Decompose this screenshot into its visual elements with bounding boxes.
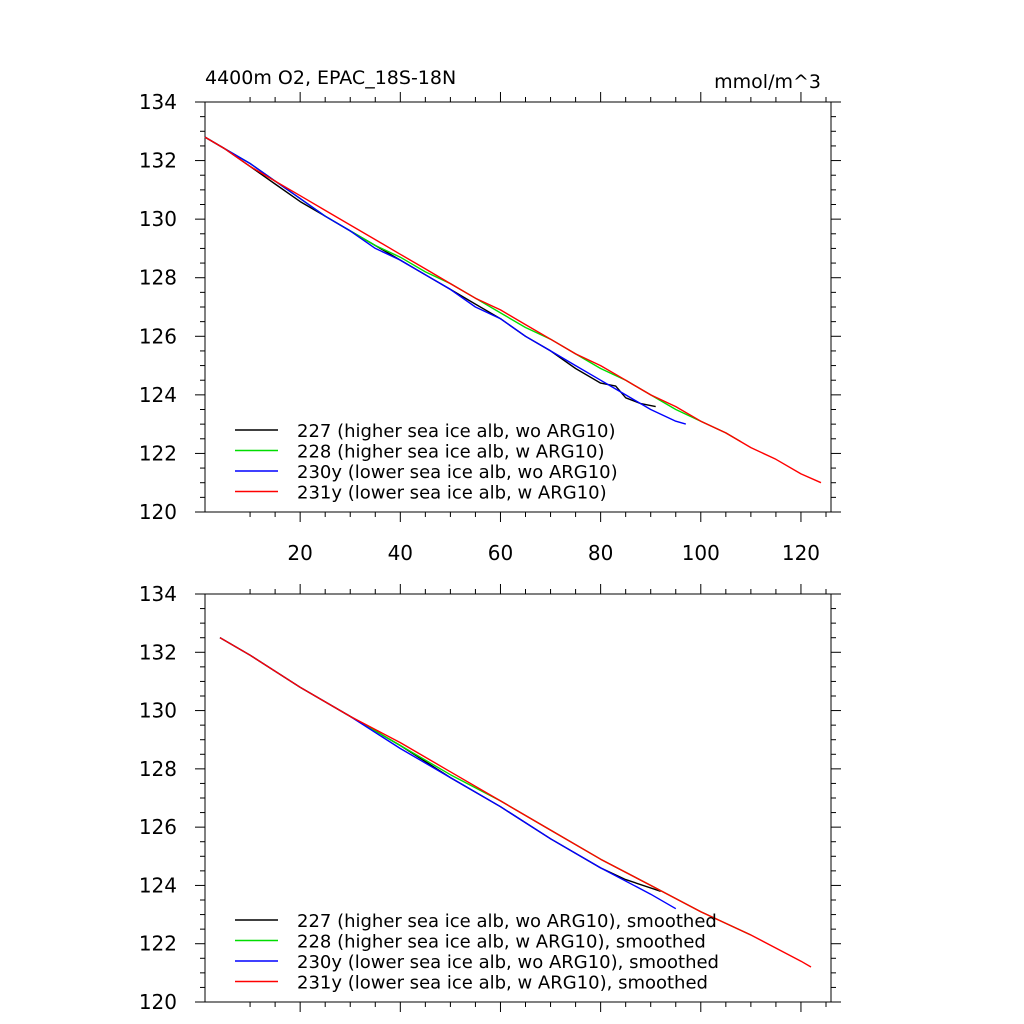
unit-label: mmol/m^3 — [714, 71, 821, 93]
y-tick-label: 122 — [139, 441, 177, 465]
y-tick-label: 124 — [139, 873, 177, 897]
y-tick-label: 120 — [139, 990, 177, 1014]
y-tick-label: 128 — [139, 757, 177, 781]
y-tick-label: 130 — [139, 699, 177, 723]
y-tick-label: 128 — [139, 266, 177, 290]
y-tick-label: 120 — [139, 500, 177, 524]
y-tick-label: 130 — [139, 207, 177, 231]
legend-label: 228 (higher sea ice alb, w ARG10) — [297, 442, 604, 463]
legend: 227 (higher sea ice alb, wo ARG10)228 (h… — [235, 421, 618, 504]
y-tick-label: 122 — [139, 932, 177, 956]
chart-panel-2: 120 122 124 126 128 130 132 134 227 (higher sea … — [139, 582, 841, 1014]
legend-label: 231y (lower sea ice alb, w ARG10), smoot… — [297, 973, 708, 994]
y-tick-label: 132 — [139, 640, 177, 664]
x-tick-label: 80 — [588, 541, 613, 565]
x-tick-label: 100 — [682, 541, 720, 565]
series-line-2 — [219, 637, 752, 936]
y-tick-label: 132 — [139, 149, 177, 173]
chart-title: 4400m O2, EPAC_18S-18N — [205, 67, 456, 89]
legend-label: 227 (higher sea ice alb, wo ARG10), smoo… — [297, 911, 717, 932]
series-line-1 — [219, 637, 661, 892]
series-line-3 — [204, 136, 686, 425]
legend-label: 231y (lower sea ice alb, w ARG10) — [297, 483, 607, 504]
x-tick-label: 60 — [488, 541, 513, 565]
y-tick-label: 126 — [139, 324, 177, 348]
y-tick-label: 134 — [139, 90, 177, 114]
series-line-2 — [204, 136, 742, 443]
y-tick-label: 134 — [139, 582, 177, 606]
y-tick-label: 124 — [139, 383, 177, 407]
legend-label: 228 (higher sea ice alb, w ARG10), smoot… — [297, 932, 706, 953]
legend: 227 (higher sea ice alb, wo ARG10), smoo… — [235, 911, 719, 994]
legend-label: 230y (lower sea ice alb, wo ARG10), smoo… — [297, 952, 719, 973]
legend-label: 227 (higher sea ice alb, wo ARG10) — [297, 421, 616, 442]
x-tick-label: 40 — [388, 541, 413, 565]
y-tick-label: 126 — [139, 815, 177, 839]
series-line-4 — [204, 136, 822, 484]
legend-label: 230y (lower sea ice alb, wo ARG10) — [297, 462, 618, 483]
x-tick-label: 120 — [782, 541, 820, 565]
chart-panel-1: 120 122 124 126 128 130 132 134 20 40 60 80 100 120 44… — [139, 67, 841, 565]
x-tick-label: 20 — [287, 541, 312, 565]
series-line-4 — [219, 637, 812, 968]
